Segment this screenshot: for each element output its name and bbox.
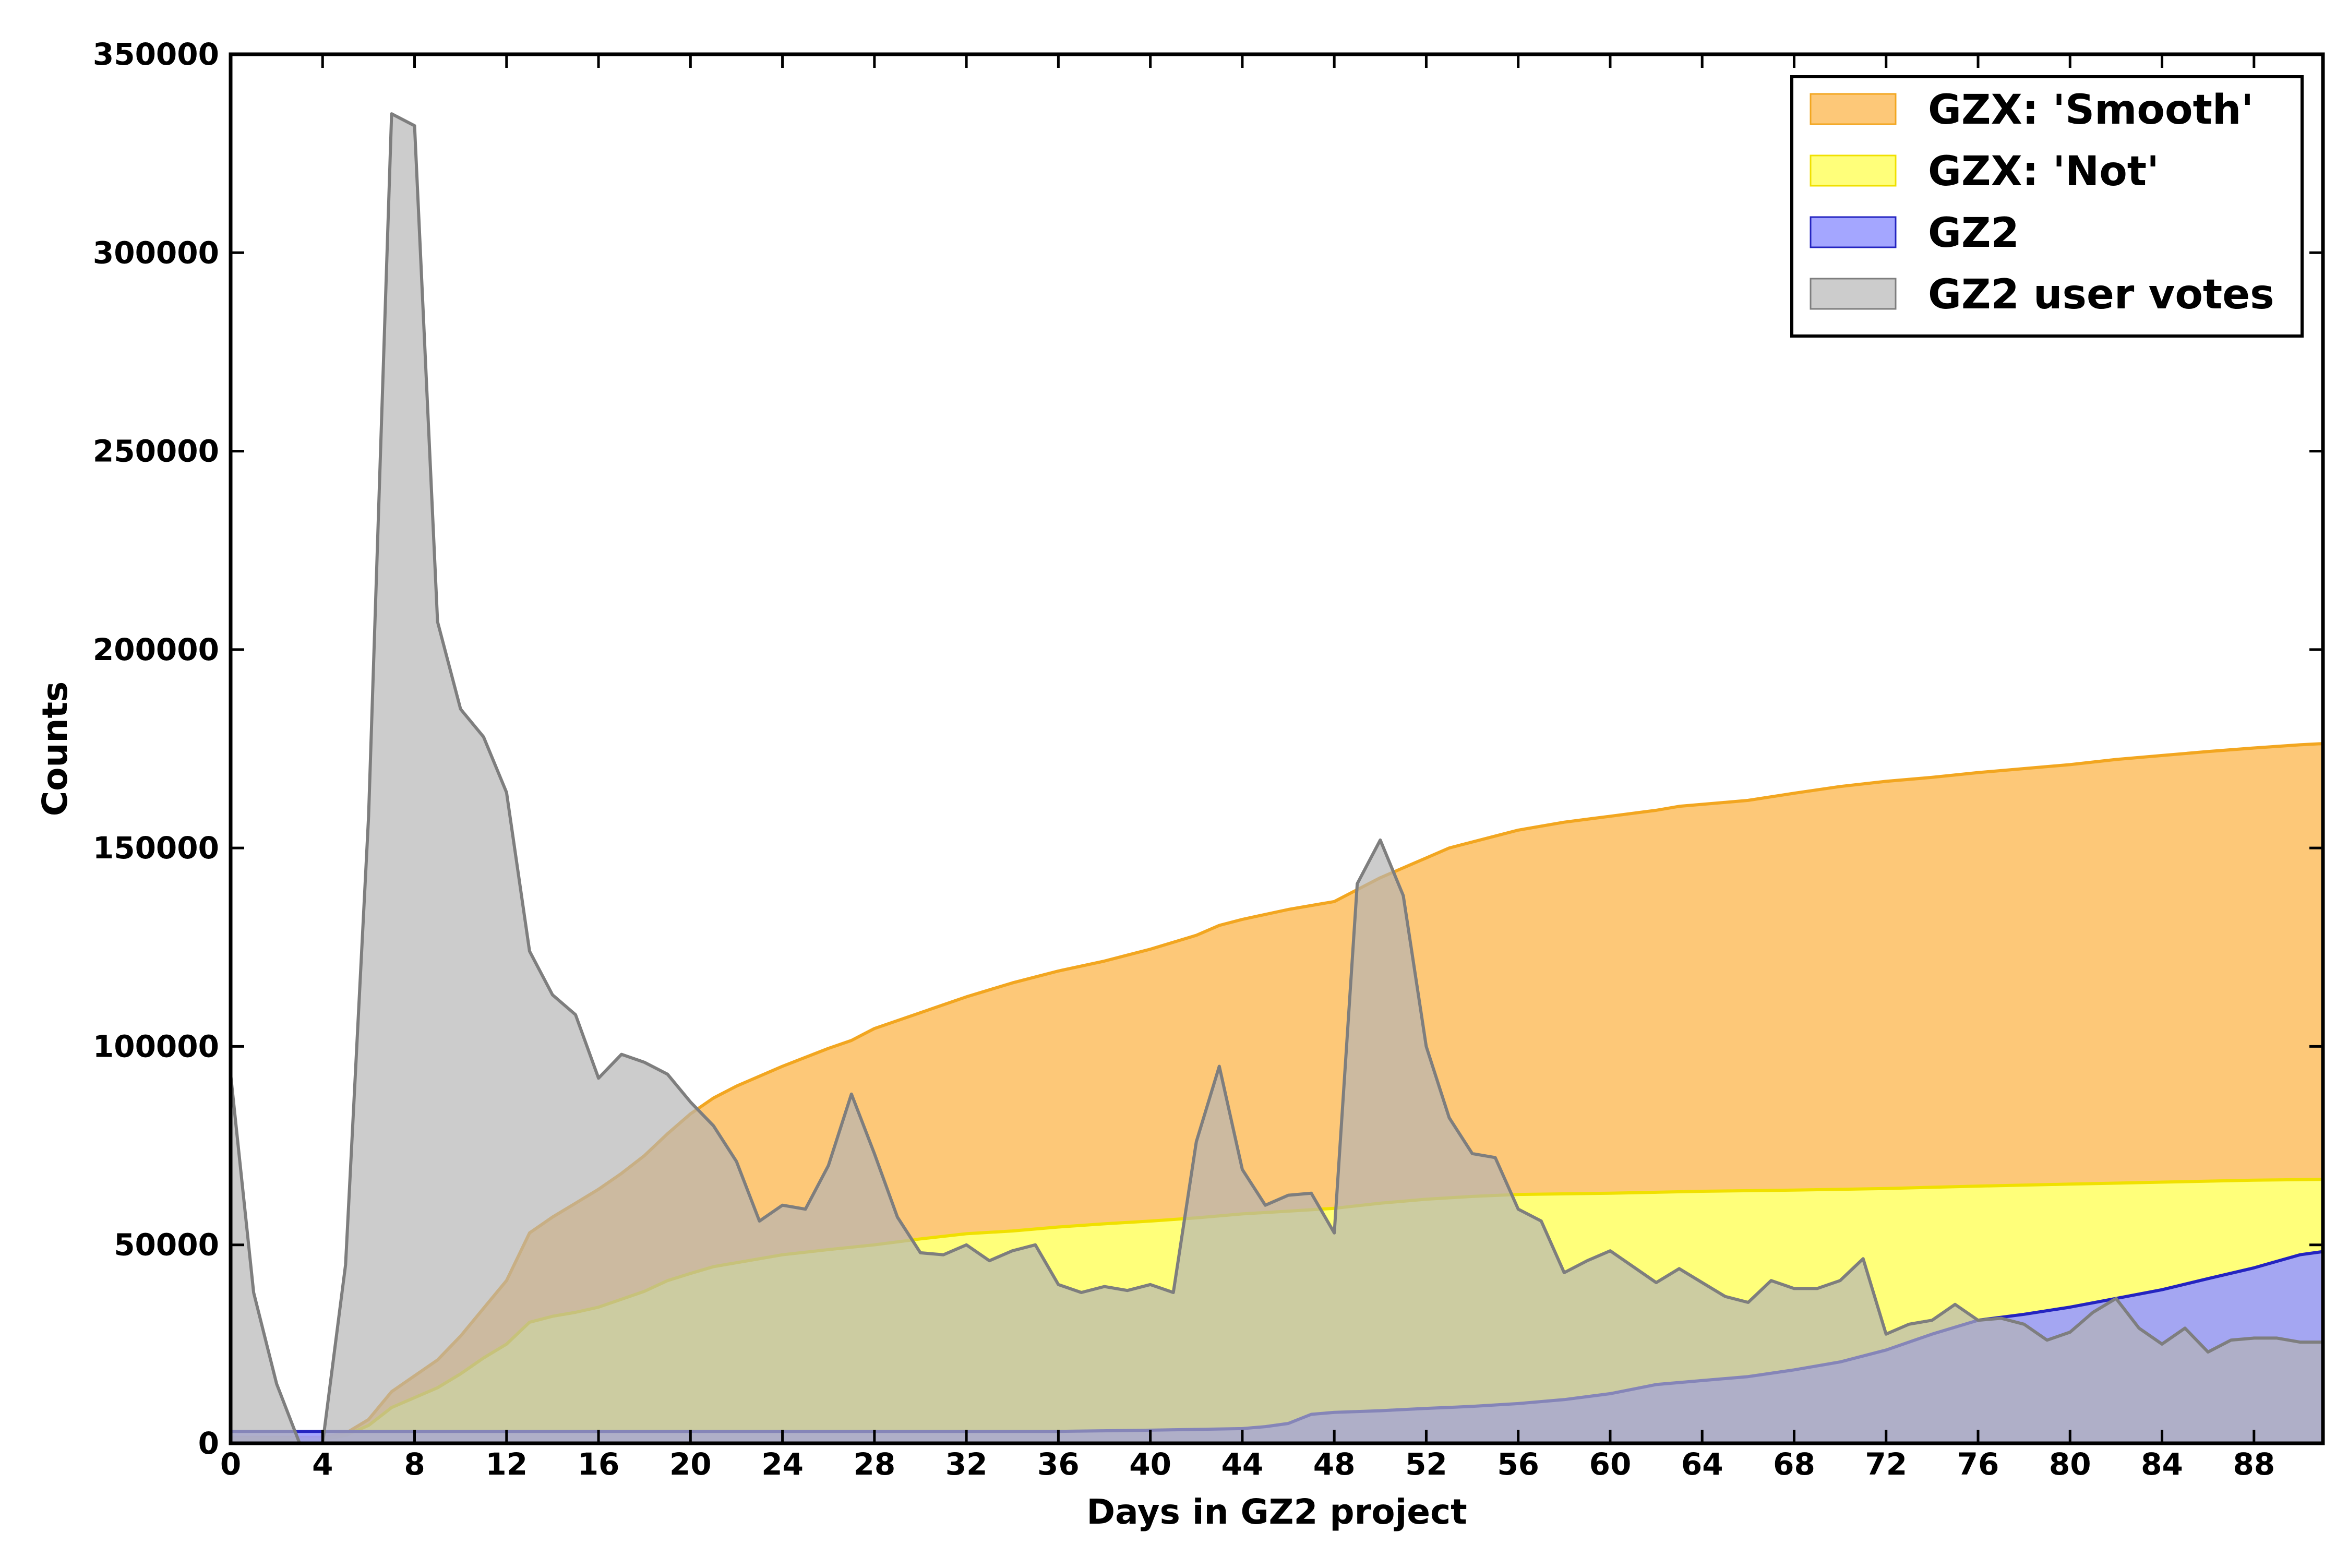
legend: GZX: 'Smooth' GZX: 'Not' GZ2 GZ2 user votes bbox=[1790, 75, 2304, 338]
plot-frame bbox=[229, 52, 2325, 1445]
x-tick-label: 72 bbox=[1865, 1446, 1907, 1482]
legend-label-gz2-user-votes: GZ2 user votes bbox=[1928, 271, 2274, 318]
x-tick-label: 84 bbox=[2141, 1446, 2183, 1482]
y-tick-label: 150000 bbox=[93, 830, 219, 866]
x-tick-label: 68 bbox=[1773, 1446, 1815, 1482]
ticks-layer: 0 4 8 12 16 20 24 28 32 36 40 44 48 52 56 60 64 68 72 76 80 8… bbox=[93, 37, 2323, 1482]
series-layer bbox=[229, 112, 2323, 1445]
y-tick-label: 250000 bbox=[93, 434, 219, 469]
x-tick-label: 44 bbox=[1221, 1446, 1264, 1482]
x-tick-label: 52 bbox=[1405, 1446, 1447, 1482]
x-tick-label: 64 bbox=[1681, 1446, 1723, 1482]
x-tick-label: 48 bbox=[1313, 1446, 1356, 1482]
legend-swatch-gzx-not bbox=[1810, 154, 1897, 187]
x-axis-title: Days in GZ2 project bbox=[1086, 1492, 1467, 1532]
x-tick-label: 24 bbox=[761, 1446, 804, 1482]
legend-label-gz2: GZ2 bbox=[1928, 210, 2019, 257]
legend-label-gzx-not: GZX: 'Not' bbox=[1928, 148, 2159, 195]
series-area-gz2-user-votes bbox=[231, 114, 2323, 1443]
x-tick-label: 12 bbox=[485, 1446, 528, 1482]
x-tick-label: 16 bbox=[578, 1446, 620, 1482]
y-tick-label: 100000 bbox=[93, 1028, 219, 1064]
x-tick-label: 60 bbox=[1589, 1446, 1632, 1482]
x-tick-label: 32 bbox=[945, 1446, 988, 1482]
x-tick-label: 88 bbox=[2233, 1446, 2275, 1482]
y-tick-label: 300000 bbox=[93, 235, 219, 270]
y-tick-label: 200000 bbox=[93, 632, 219, 667]
x-tick-label: 0 bbox=[220, 1446, 241, 1482]
y-tick-label: 350000 bbox=[93, 37, 219, 72]
legend-swatch-gzx-smooth bbox=[1810, 93, 1897, 125]
x-tick-label: 28 bbox=[853, 1446, 895, 1482]
legend-entries: GZX: 'Smooth' GZX: 'Not' GZ2 GZ2 user votes bbox=[1810, 87, 2274, 318]
x-tick-label: 40 bbox=[1129, 1446, 1171, 1482]
x-tick-label: 20 bbox=[669, 1446, 712, 1482]
x-tick-label: 76 bbox=[1957, 1446, 1999, 1482]
x-tick-label: 8 bbox=[404, 1446, 425, 1482]
legend-swatch-gz2 bbox=[1810, 216, 1897, 248]
legend-swatch-gz2-user-votes bbox=[1810, 278, 1897, 310]
y-tick-label: 50000 bbox=[114, 1227, 219, 1263]
x-tick-label: 4 bbox=[312, 1446, 333, 1482]
x-tick-label: 80 bbox=[2049, 1446, 2091, 1482]
legend-label-gzx-smooth: GZX: 'Smooth' bbox=[1928, 87, 2254, 134]
x-tick-label: 36 bbox=[1037, 1446, 1080, 1482]
y-axis-title: Counts bbox=[35, 681, 75, 817]
series-line-gz2-user-votes bbox=[229, 112, 2323, 1445]
x-tick-label: 56 bbox=[1497, 1446, 1539, 1482]
y-tick-label: 0 bbox=[198, 1426, 219, 1461]
